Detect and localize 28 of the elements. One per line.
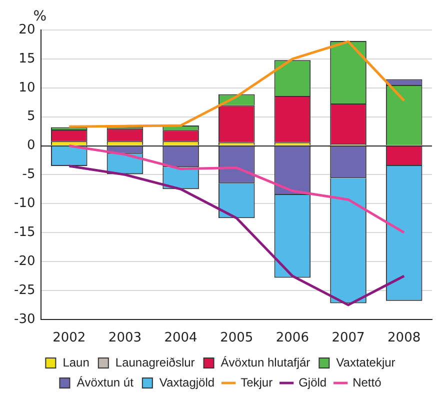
legend-label: Nettó <box>352 375 382 390</box>
x-tick-label: 2006 <box>276 330 309 346</box>
legend-label: Vaxtagjöld <box>159 375 215 390</box>
legend-label: Vaxtatekjur <box>336 355 396 370</box>
y-axis-title: % <box>33 8 47 25</box>
legend-label: Launagreiðslur <box>115 355 195 370</box>
y-tick-label: -15 <box>14 224 36 240</box>
y-tick-label: 0 <box>26 138 36 154</box>
x-tick-label: 2007 <box>332 330 365 346</box>
y-tick-label: 10 <box>18 80 36 96</box>
legend-label: Gjöld <box>298 375 327 390</box>
y-tick-label: -25 <box>14 282 36 298</box>
legend-label: Laun <box>62 355 90 370</box>
y-tick-label: 20 <box>18 22 36 38</box>
x-tick-label: 2004 <box>164 330 198 346</box>
x-tick-label: 2003 <box>108 330 142 346</box>
y-tick-label: -5 <box>22 167 36 182</box>
x-tick-label: 2005 <box>220 330 254 346</box>
y-tick-label: 5 <box>26 109 36 124</box>
legend-label: Tekjur <box>240 375 273 390</box>
legend-label: Ávöxtun út <box>76 375 134 390</box>
y-tick-label: -10 <box>14 196 36 212</box>
x-tick-label: 2008 <box>388 330 421 346</box>
x-tick-label: 2002 <box>52 330 86 346</box>
y-tick-label: -30 <box>14 312 36 327</box>
legend-label: Ávöxtun hlutafjár <box>220 355 310 370</box>
y-tick-label: 15 <box>18 51 36 66</box>
y-tick-label: -20 <box>14 254 36 269</box>
